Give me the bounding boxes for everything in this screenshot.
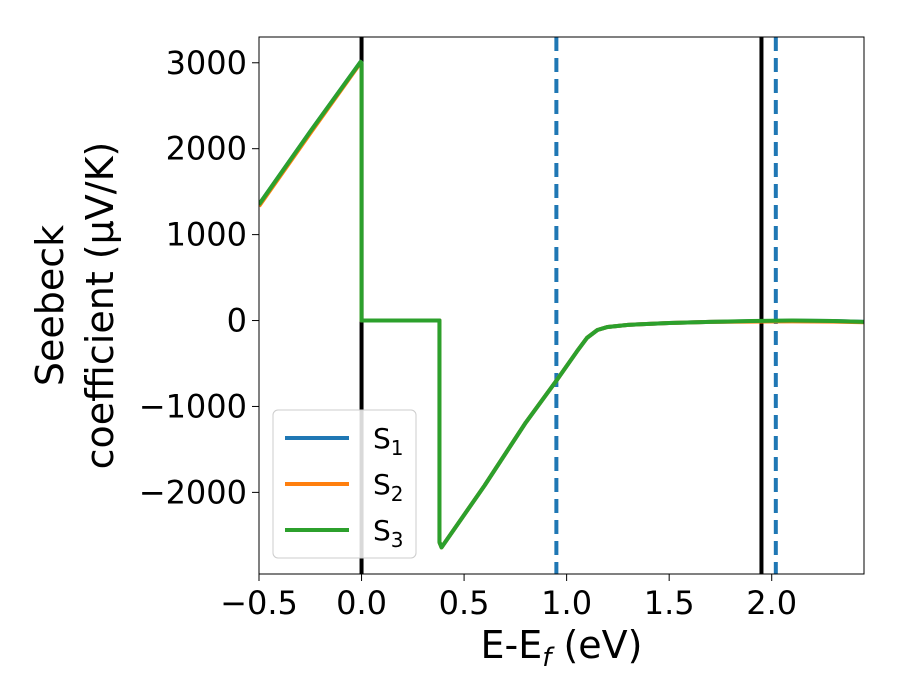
x-axis-label-main: E-E (481, 623, 543, 667)
legend-label-s2: S2 (373, 468, 404, 506)
series-layer (259, 59, 864, 550)
y-tick-label: 3000 (166, 44, 247, 82)
y-axis-label: Seebeck coefficient (μV/K) (28, 142, 122, 470)
plot-frame (258, 36, 865, 575)
x-tick-label: 1.0 (541, 584, 592, 622)
y-axis-label-line2: coefficient (μV/K) (78, 142, 122, 470)
x-axis: −0.5 0.0 0.5 1.0 1.5 2.0 (220, 574, 797, 622)
y-tick-label: 1000 (166, 216, 247, 254)
y-tick-label: −1000 (139, 387, 247, 425)
x-axis-label-unit: (eV) (551, 623, 642, 667)
legend-label-s1: S1 (373, 422, 404, 460)
x-tick-label: 0.0 (336, 584, 387, 622)
vertical-reference-lines (359, 37, 778, 574)
legend-label-s3: S3 (373, 514, 404, 552)
y-axis-label-line1: Seebeck (28, 225, 72, 386)
y-axis: 3000 2000 1000 0 −1000 −2000 (139, 44, 259, 511)
x-tick-label: 2.0 (746, 584, 797, 622)
x-tick-label: 0.5 (439, 584, 490, 622)
series-line-s3 (259, 59, 864, 550)
x-axis-label: E-Ef (eV) (481, 623, 643, 673)
x-tick-label: 1.5 (644, 584, 695, 622)
x-tick-label: −0.5 (220, 584, 298, 622)
legend: S1 S2 S3 (272, 409, 417, 559)
y-tick-label: 2000 (166, 130, 247, 168)
y-tick-label: −2000 (139, 473, 247, 511)
y-tick-label: 0 (227, 302, 247, 340)
